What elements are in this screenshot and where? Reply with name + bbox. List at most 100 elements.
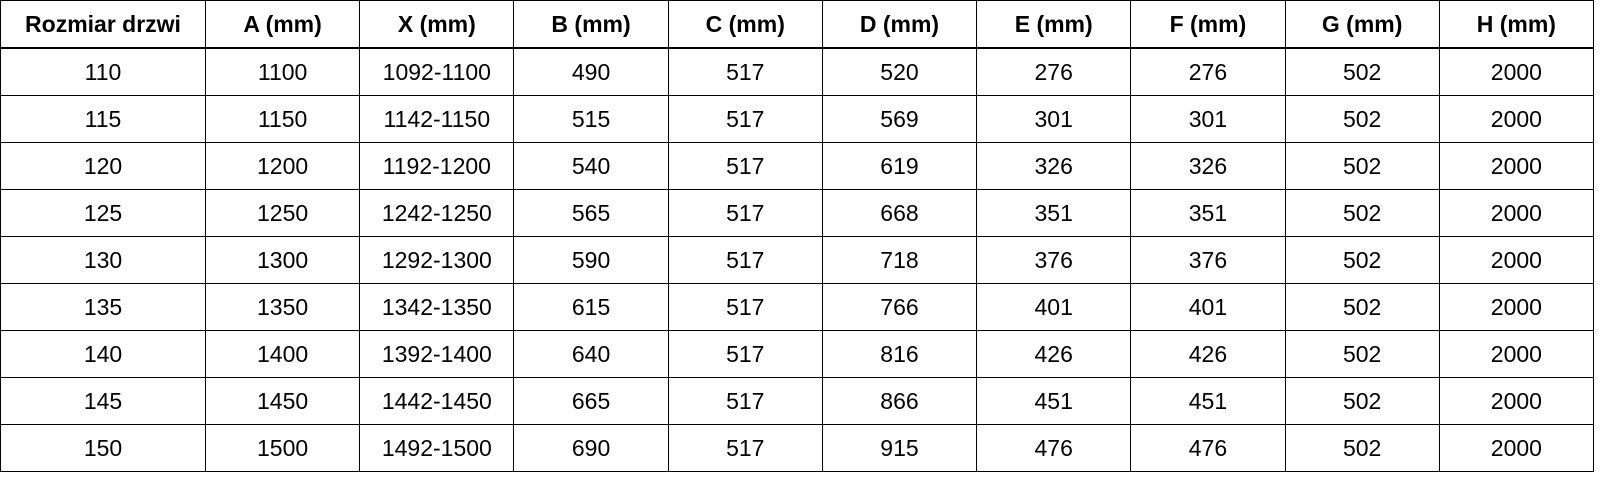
header-row: Rozmiar drzwi A (mm) X (mm) B (mm) C (mm… [0,0,1595,49]
column-header-g-mm: G (mm) [1284,0,1440,49]
table-cell: 866 [821,377,978,425]
table-cell: 2000 [1438,236,1595,284]
column-header-c-mm: C (mm) [667,0,823,49]
table-cell: 517 [667,189,823,237]
door-dimensions-table: Rozmiar drzwi A (mm) X (mm) B (mm) C (mm… [0,0,1595,472]
table-cell: 401 [976,283,1132,331]
table-cell: 2000 [1438,142,1595,190]
table-cell: 502 [1284,424,1440,472]
table-cell: 276 [976,47,1132,96]
table-cell: 517 [667,95,823,143]
table-cell: 1200 [204,142,361,190]
table-cell: 640 [513,330,669,378]
table-row: 130 1300 1292-1300 590 517 718 376 376 502 2000 [0,236,1595,284]
table-row: 110 1100 1092-1100 490 517 520 276 276 502 2000 [0,47,1595,96]
table-cell: 130 [0,236,206,284]
table-cell: 376 [1130,236,1286,284]
table-cell: 502 [1284,377,1440,425]
table-cell: 1292-1300 [359,236,515,284]
table-cell: 1450 [204,377,361,425]
table-cell: 451 [1130,377,1286,425]
table-row: 150 1500 1492-1500 690 517 915 476 476 502 2000 [0,424,1595,472]
table-cell: 615 [513,283,669,331]
table-cell: 517 [667,377,823,425]
table-row: 145 1450 1442-1450 665 517 866 451 451 502 2000 [0,377,1595,425]
table-cell: 1350 [204,283,361,331]
table-cell: 1300 [204,236,361,284]
table-cell: 1142-1150 [359,95,515,143]
table-cell: 2000 [1438,189,1595,237]
table-cell: 1250 [204,189,361,237]
table-cell: 816 [821,330,978,378]
column-header-rozmiar-drzwi: Rozmiar drzwi [0,0,206,49]
table-cell: 1100 [204,47,361,96]
table-cell: 517 [667,330,823,378]
table-cell: 135 [0,283,206,331]
table-cell: 520 [821,47,978,96]
table-cell: 2000 [1438,377,1595,425]
table-cell: 502 [1284,283,1440,331]
table-cell: 150 [0,424,206,472]
column-header-x-mm: X (mm) [359,0,515,49]
table-cell: 515 [513,95,669,143]
table-cell: 502 [1284,330,1440,378]
table-cell: 502 [1284,142,1440,190]
table-cell: 490 [513,47,669,96]
table-cell: 502 [1284,95,1440,143]
table-cell: 1442-1450 [359,377,515,425]
table-cell: 326 [1130,142,1286,190]
table-cell: 2000 [1438,283,1595,331]
table-cell: 690 [513,424,669,472]
table-cell: 502 [1284,47,1440,96]
column-header-a-mm: A (mm) [204,0,361,49]
table-body: 110 1100 1092-1100 490 517 520 276 276 502 2000 11… [0,47,1595,472]
column-header-b-mm: B (mm) [513,0,669,49]
table-cell: 451 [976,377,1132,425]
column-header-d-mm: D (mm) [821,0,978,49]
table-cell: 326 [976,142,1132,190]
table-cell: 619 [821,142,978,190]
table-cell: 517 [667,283,823,331]
table-header: Rozmiar drzwi A (mm) X (mm) B (mm) C (mm… [0,0,1595,49]
table-cell: 145 [0,377,206,425]
column-header-e-mm: E (mm) [976,0,1132,49]
table-cell: 2000 [1438,424,1595,472]
table-cell: 1500 [204,424,361,472]
table-cell: 476 [1130,424,1286,472]
table-row: 140 1400 1392-1400 640 517 816 426 426 502 2000 [0,330,1595,378]
table-cell: 376 [976,236,1132,284]
table-cell: 1492-1500 [359,424,515,472]
table-cell: 1392-1400 [359,330,515,378]
table-cell: 426 [1130,330,1286,378]
table-cell: 1150 [204,95,361,143]
column-header-h-mm: H (mm) [1438,0,1595,49]
table-cell: 915 [821,424,978,472]
table-cell: 502 [1284,189,1440,237]
table-row: 135 1350 1342-1350 615 517 766 401 401 502 2000 [0,283,1595,331]
table-cell: 401 [1130,283,1286,331]
table-cell: 517 [667,142,823,190]
table-cell: 517 [667,424,823,472]
table-cell: 1400 [204,330,361,378]
table-cell: 540 [513,142,669,190]
table-row: 125 1250 1242-1250 565 517 668 351 351 502 2000 [0,189,1595,237]
table-cell: 1192-1200 [359,142,515,190]
table-cell: 110 [0,47,206,96]
table-cell: 766 [821,283,978,331]
table-cell: 517 [667,47,823,96]
table-cell: 115 [0,95,206,143]
table-cell: 2000 [1438,95,1595,143]
table-cell: 569 [821,95,978,143]
table-row: 115 1150 1142-1150 515 517 569 301 301 502 2000 [0,95,1595,143]
table-cell: 1092-1100 [359,47,515,96]
table-row: 120 1200 1192-1200 540 517 619 326 326 502 2000 [0,142,1595,190]
table-cell: 1242-1250 [359,189,515,237]
table-cell: 502 [1284,236,1440,284]
table-cell: 301 [976,95,1132,143]
table-cell: 125 [0,189,206,237]
table-cell: 718 [821,236,978,284]
table-cell: 301 [1130,95,1286,143]
table-cell: 276 [1130,47,1286,96]
table-cell: 351 [976,189,1132,237]
